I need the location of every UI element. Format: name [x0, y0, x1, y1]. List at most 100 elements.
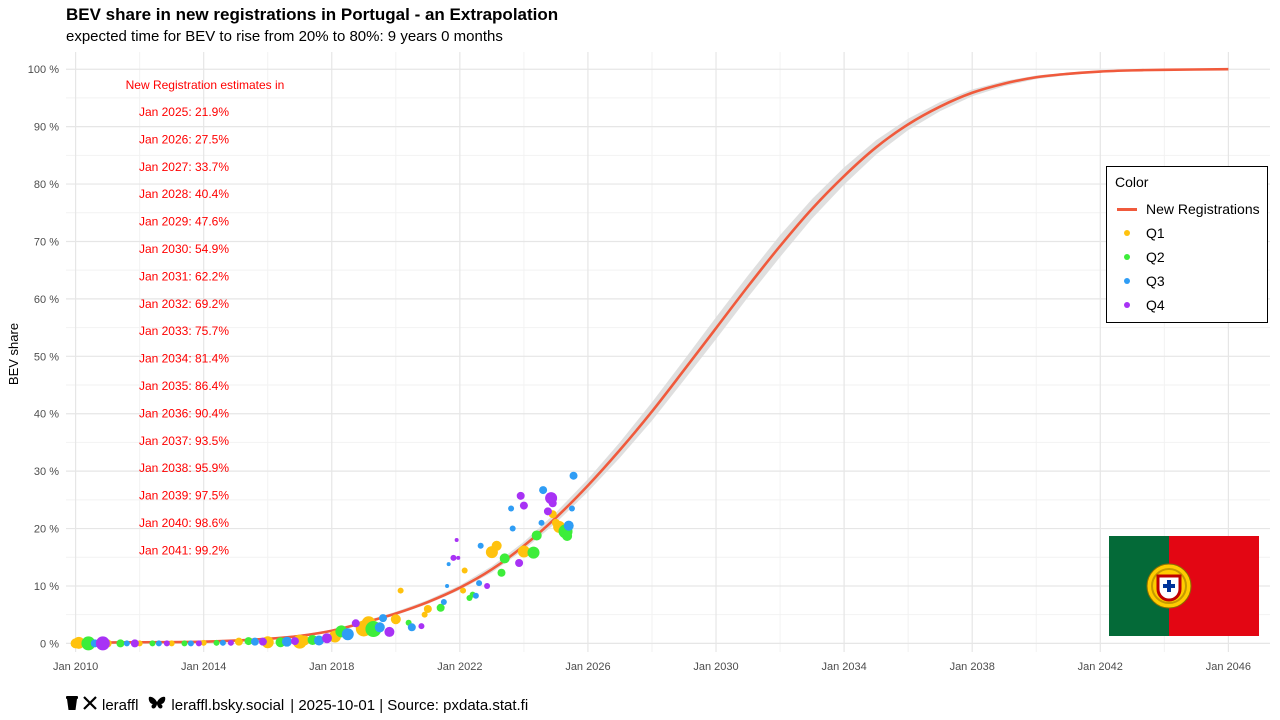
- grid-layer: [66, 52, 1270, 652]
- y-tick-label: 100 %: [28, 64, 59, 76]
- data-point-q4: [418, 623, 425, 630]
- legend-item-q4: Q4: [1115, 295, 1165, 315]
- chart-title: BEV share in new registrations in Portug…: [66, 5, 559, 24]
- annotation-estimate: Jan 2026: 27.5%: [139, 132, 229, 146]
- annotation-estimate: Jan 2040: 98.6%: [139, 516, 229, 530]
- x-tick-label: Jan 2042: [1078, 661, 1123, 673]
- twitter-handle: leraffl: [102, 696, 139, 714]
- chart-subtitle: expected time for BEV to rise from 20% t…: [66, 28, 503, 45]
- butterfly-icon: [148, 696, 166, 715]
- legend-label-new-registrations: New Registrations: [1146, 201, 1260, 217]
- x-tick-label: Jan 2010: [53, 661, 98, 673]
- data-point-q3: [379, 614, 388, 623]
- annotation-estimate: Jan 2035: 86.4%: [139, 379, 229, 393]
- axis-labels-layer: 0 % 10 % 20 % 30 % 40 % 50 % 60 % 70 % 80 % 90 % 1…: [28, 64, 1251, 673]
- y-tick-label: 10 %: [34, 581, 59, 593]
- data-point-q4: [351, 619, 360, 628]
- annotation-estimate: Jan 2032: 69.2%: [139, 297, 229, 311]
- legend-dot-q4: [1115, 295, 1139, 315]
- annotation-estimate: Jan 2031: 62.2%: [139, 269, 229, 283]
- data-point-q4: [227, 639, 234, 646]
- fit-curve-layer: [75, 67, 1229, 645]
- annotation-estimate: Jan 2034: 81.4%: [139, 352, 229, 366]
- legend-label-q4: Q4: [1146, 297, 1165, 313]
- data-point-q2: [149, 640, 156, 647]
- x-tick-label: Jan 2022: [437, 661, 482, 673]
- y-tick-label: 0 %: [40, 638, 59, 650]
- data-point-q2: [116, 639, 125, 648]
- data-point-q3: [219, 639, 226, 646]
- data-point-q4: [548, 499, 557, 508]
- x-tick-label: Jan 2030: [693, 661, 738, 673]
- data-point-q1: [168, 640, 175, 647]
- annotation-estimate: Jan 2041: 99.2%: [139, 543, 229, 557]
- legend-dot-q3: [1115, 271, 1139, 291]
- data-point-q3: [123, 640, 130, 647]
- data-point-q2: [499, 553, 510, 564]
- data-point-q2: [181, 640, 188, 647]
- annotation-estimate: Jan 2025: 21.9%: [139, 105, 229, 119]
- data-point-q3: [509, 525, 516, 532]
- data-points-layer: [70, 471, 578, 651]
- data-point-q1: [72, 636, 85, 649]
- data-point-q1: [234, 637, 243, 646]
- data-point-q4: [454, 538, 459, 543]
- annotation-estimate: Jan 2037: 93.5%: [139, 434, 229, 448]
- data-point-q2: [562, 531, 573, 542]
- data-point-q2: [531, 530, 542, 541]
- data-point-q1: [200, 639, 207, 646]
- annotation-estimate: Jan 2039: 97.5%: [139, 489, 229, 503]
- data-point-q1: [390, 614, 401, 625]
- data-point-q1: [421, 611, 428, 618]
- data-point-q3: [539, 486, 548, 495]
- data-point-q3: [313, 635, 324, 646]
- legend: Color New Registrations Q1 Q2 Q3 Q4: [1106, 166, 1268, 323]
- estimate-annotations: New Registration estimates in Jan 2025: 2…: [126, 78, 285, 557]
- legend-item-q2: Q2: [1115, 247, 1165, 267]
- data-point-q4: [258, 637, 267, 646]
- data-point-q2: [213, 639, 220, 646]
- data-point-q3: [440, 599, 447, 606]
- legend-label-q3: Q3: [1146, 273, 1165, 289]
- y-tick-label: 80 %: [34, 179, 59, 191]
- data-point-q1: [517, 545, 530, 558]
- annotation-estimate: Jan 2033: 75.7%: [139, 324, 229, 338]
- data-point-q4: [95, 636, 110, 651]
- data-point-q4: [130, 639, 139, 648]
- annotation-estimate: Jan 2028: 40.4%: [139, 187, 229, 201]
- y-axis-label: BEV share: [6, 323, 21, 385]
- data-point-q4: [484, 582, 491, 589]
- annotation-estimate: Jan 2030: 54.9%: [139, 242, 229, 256]
- data-point-q4: [543, 507, 552, 516]
- y-tick-label: 60 %: [34, 294, 59, 306]
- data-point-q4: [450, 554, 457, 561]
- data-point-q3: [568, 505, 575, 512]
- portugal-flag-icon: [1109, 536, 1259, 636]
- data-point-q3: [477, 542, 484, 549]
- legend-dot-q1: [1115, 223, 1139, 243]
- data-point-q3: [569, 471, 578, 480]
- data-point-q4: [290, 637, 299, 646]
- data-point-q3: [187, 640, 194, 647]
- x-tick-label: Jan 2046: [1206, 661, 1251, 673]
- data-point-q3: [341, 628, 354, 641]
- data-point-q2: [81, 636, 96, 651]
- data-point-q2: [436, 603, 445, 612]
- cup-icon: [66, 695, 78, 715]
- fit-curve-new-registrations: [75, 67, 1229, 645]
- data-point-q4: [456, 555, 461, 560]
- legend-item-q1: Q1: [1115, 223, 1165, 243]
- data-point-q3: [446, 562, 451, 567]
- data-point-q4: [384, 626, 395, 637]
- legend-title: Color: [1115, 174, 1149, 190]
- data-point-q4: [195, 640, 202, 647]
- data-point-q2: [497, 568, 506, 577]
- bluesky-handle: leraffl.bsky.social: [171, 696, 285, 714]
- legend-line-key: [1115, 199, 1139, 219]
- data-point-q1: [299, 635, 310, 646]
- x-tick-label: Jan 2026: [565, 661, 610, 673]
- data-point-q1: [461, 567, 468, 574]
- y-tick-label: 70 %: [34, 236, 59, 248]
- data-point-q3: [155, 640, 162, 647]
- annotation-estimate: Jan 2036: 90.4%: [139, 406, 229, 420]
